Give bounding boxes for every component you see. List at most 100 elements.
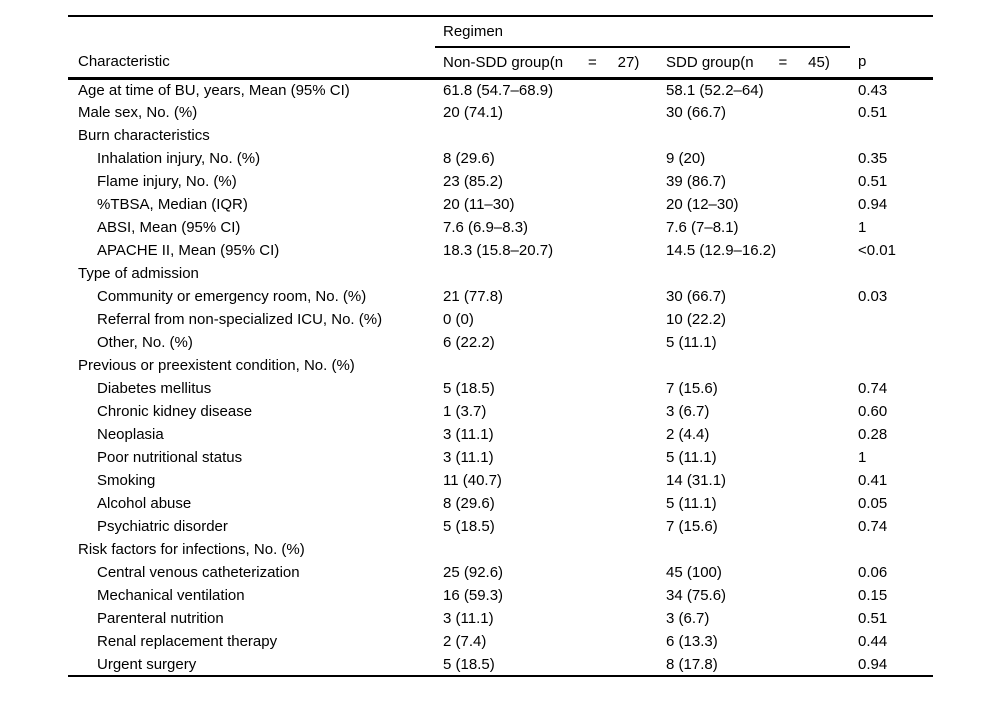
- table-row: Parenteral nutrition 3 (11.1) 3 (6.7) 0.…: [68, 607, 933, 630]
- cell-p-value: <0.01: [858, 242, 896, 259]
- cell-sdd-value: 7 (15.6): [666, 380, 718, 397]
- cell-non-sdd-value: 5 (18.5): [443, 518, 495, 535]
- cell-p-value: [850, 538, 933, 561]
- table-row: Community or emergency room, No. (%) 21 …: [68, 285, 933, 308]
- regimen-spanner-label: Regimen: [443, 23, 504, 40]
- row-label-cell: Other, No. (%): [97, 334, 193, 351]
- row-label-cell: Smoking: [97, 472, 156, 489]
- cell-sdd-value: 5 (11.1): [666, 334, 717, 351]
- cell-p-value: [850, 262, 933, 285]
- cell-sdd-value: 2 (4.4): [666, 426, 710, 443]
- cell-non-sdd-value: 5 (18.5): [443, 655, 495, 673]
- cell-p-value: 0.06: [858, 564, 888, 581]
- row-label-cell: %TBSA, Median (IQR): [97, 196, 248, 213]
- cell-p-value: 0.74: [858, 518, 888, 535]
- cell-p-value: 0.74: [858, 380, 888, 397]
- cell-sdd-value: 58.1 (52.2–64): [666, 81, 764, 99]
- cell-non-sdd-value: 1 (3.7): [443, 403, 487, 420]
- column-header-characteristic: Characteristic: [68, 47, 435, 80]
- cell-p-value: 0.94: [858, 196, 888, 213]
- cell-non-sdd-value: 20 (74.1): [443, 104, 504, 121]
- table-row: Flame injury, No. (%) 23 (85.2) 39 (86.7…: [68, 170, 933, 193]
- cell-p-value: [850, 124, 933, 147]
- row-label-cell: Risk factors for infections, No. (%): [78, 541, 305, 558]
- cell-non-sdd-value: [435, 354, 658, 377]
- cell-sdd-value: [658, 354, 850, 377]
- table-row: Renal replacement therapy 2 (7.4) 6 (13.…: [68, 630, 933, 653]
- cell-non-sdd-value: [435, 262, 658, 285]
- cell-p-value: 0.60: [858, 403, 888, 420]
- table-row: Other, No. (%) 6 (22.2) 5 (11.1): [68, 331, 933, 354]
- patient-characteristics-table: Regimen Characteristic Non-SDD group(n =…: [68, 15, 933, 677]
- cell-sdd-value: 7 (15.6): [666, 518, 718, 535]
- cell-p-value: 0.51: [858, 173, 888, 190]
- spanner-empty-cell-right: [850, 16, 933, 47]
- table-row: Previous or preexistent condition, No. (…: [68, 354, 933, 377]
- cell-sdd-value: 8 (17.8): [666, 655, 718, 673]
- spanner-empty-cell-left: [68, 16, 435, 47]
- row-label-cell: ABSI, Mean (95% CI): [97, 219, 241, 236]
- cell-sdd-value: [658, 262, 850, 285]
- cell-p-value: 0.51: [858, 610, 888, 627]
- cell-p-value: 0.94: [858, 655, 888, 673]
- cell-non-sdd-value: 3 (11.1): [443, 426, 494, 443]
- cell-non-sdd-value: 16 (59.3): [443, 587, 504, 604]
- table-row: Age at time of BU, years, Mean (95% CI) …: [68, 78, 933, 101]
- row-label-cell: Chronic kidney disease: [97, 403, 253, 420]
- row-label-cell: Referral from non-specialized ICU, No. (…: [97, 311, 383, 328]
- cell-sdd-value: 6 (13.3): [666, 633, 718, 650]
- row-label-cell: Central venous catheterization: [97, 564, 300, 581]
- row-label-cell: Burn characteristics: [78, 127, 210, 144]
- cell-non-sdd-value: 25 (92.6): [443, 564, 504, 581]
- column-header-non-sdd-group: Non-SDD group(n = 27): [435, 47, 658, 80]
- table-header: Regimen Characteristic Non-SDD group(n =…: [68, 16, 933, 80]
- table-row: Smoking 11 (40.7) 14 (31.1) 0.41: [68, 469, 933, 492]
- spanner-row: Regimen: [68, 16, 933, 48]
- header-row: Characteristic Non-SDD group(n = 27) SDD…: [68, 47, 933, 80]
- table-row: Inhalation injury, No. (%) 8 (29.6) 9 (2…: [68, 147, 933, 170]
- table-row: Psychiatric disorder 5 (18.5) 7 (15.6) 0…: [68, 515, 933, 538]
- row-label-cell: Diabetes mellitus: [97, 380, 212, 397]
- cell-non-sdd-value: 6 (22.2): [443, 334, 495, 351]
- cell-p-value: [850, 354, 933, 377]
- table-row: Neoplasia 3 (11.1) 2 (4.4) 0.28: [68, 423, 933, 446]
- cell-non-sdd-value: 5 (18.5): [443, 380, 495, 397]
- table-row: Referral from non-specialized ICU, No. (…: [68, 308, 933, 331]
- cell-non-sdd-value: 20 (11–30): [443, 196, 515, 213]
- row-label-cell: Mechanical ventilation: [97, 587, 245, 604]
- cell-non-sdd-value: 0 (0): [443, 311, 474, 328]
- cell-sdd-value: 5 (11.1): [666, 495, 717, 512]
- cell-sdd-value: 9 (20): [666, 150, 706, 167]
- cell-p-value: 0.43: [858, 81, 888, 99]
- cell-p-value: 0.03: [858, 288, 888, 305]
- table-row: Burn characteristics: [68, 124, 933, 147]
- row-label-cell: Poor nutritional status: [97, 449, 243, 466]
- row-label-cell: Renal replacement therapy: [97, 633, 278, 650]
- cell-non-sdd-value: 61.8 (54.7–68.9): [443, 81, 554, 99]
- cell-sdd-value: 5 (11.1): [666, 449, 717, 466]
- cell-non-sdd-value: 8 (29.6): [443, 495, 495, 512]
- table-row: Type of admission: [68, 262, 933, 285]
- cell-non-sdd-value: 7.6 (6.9–8.3): [443, 219, 529, 236]
- cell-non-sdd-value: 18.3 (15.8–20.7): [443, 242, 554, 259]
- cell-sdd-value: 39 (86.7): [666, 173, 727, 190]
- cell-sdd-value: 3 (6.7): [666, 610, 710, 627]
- cell-p-value: 0.28: [858, 426, 888, 443]
- table-row: APACHE II, Mean (95% CI) 18.3 (15.8–20.7…: [68, 239, 933, 262]
- column-header-p-value: p: [850, 47, 933, 80]
- regimen-spanner-cell: Regimen: [435, 16, 850, 48]
- row-label-cell: Age at time of BU, years, Mean (95% CI): [78, 81, 350, 99]
- cell-non-sdd-value: 2 (7.4): [443, 633, 487, 650]
- cell-sdd-value: 7.6 (7–8.1): [666, 219, 739, 236]
- cell-p-value: [850, 308, 933, 331]
- cell-non-sdd-value: [435, 538, 658, 561]
- row-label-cell: Psychiatric disorder: [97, 518, 228, 535]
- cell-non-sdd-value: 23 (85.2): [443, 173, 504, 190]
- cell-sdd-value: 10 (22.2): [666, 311, 727, 328]
- cell-non-sdd-value: 11 (40.7): [443, 472, 502, 489]
- row-label-cell: Flame injury, No. (%): [97, 173, 237, 190]
- row-label-cell: Inhalation injury, No. (%): [97, 150, 261, 167]
- table-row: %TBSA, Median (IQR) 20 (11–30) 20 (12–30…: [68, 193, 933, 216]
- cell-sdd-value: 20 (12–30): [666, 196, 739, 213]
- cell-sdd-value: [658, 538, 850, 561]
